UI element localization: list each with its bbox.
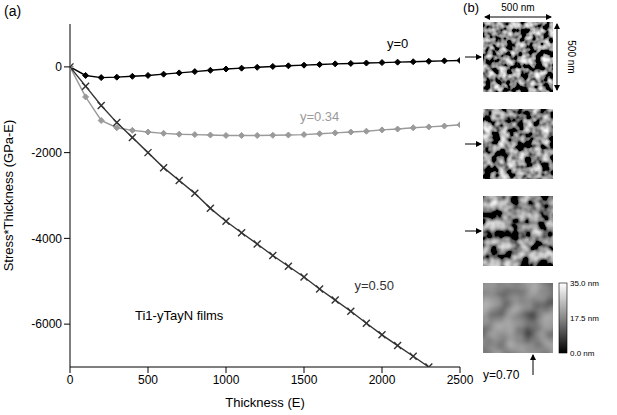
svg-text:y=0.50: y=0.50 <box>354 278 393 293</box>
svg-text:(b): (b) <box>463 0 479 15</box>
svg-text:-4000: -4000 <box>31 232 62 246</box>
svg-text:(a): (a) <box>4 3 21 19</box>
svg-text:Ti1-yTayN films: Ti1-yTayN films <box>135 308 224 323</box>
svg-text:2000: 2000 <box>369 373 396 387</box>
svg-text:500: 500 <box>138 373 158 387</box>
svg-text:0: 0 <box>67 373 74 387</box>
svg-text:17.5 nm: 17.5 nm <box>570 314 599 323</box>
svg-text:y=0.34: y=0.34 <box>300 109 339 124</box>
svg-text:y=0.70: y=0.70 <box>483 368 520 382</box>
svg-text:2500: 2500 <box>447 373 474 387</box>
svg-text:500 nm: 500 nm <box>566 40 577 73</box>
svg-text:y=0: y=0 <box>387 36 408 51</box>
svg-text:-2000: -2000 <box>31 146 62 160</box>
svg-text:500 nm: 500 nm <box>501 2 534 13</box>
svg-text:0.0 nm: 0.0 nm <box>570 349 595 358</box>
svg-text:Stress*Thickness (GPa-E): Stress*Thickness (GPa-E) <box>1 120 16 272</box>
svg-text:-6000: -6000 <box>31 317 62 331</box>
svg-text:1500: 1500 <box>291 373 318 387</box>
svg-text:Thickness (E): Thickness (E) <box>225 395 304 410</box>
svg-text:0: 0 <box>55 60 62 74</box>
svg-text:35.0 nm: 35.0 nm <box>570 279 599 288</box>
svg-text:1000: 1000 <box>213 373 240 387</box>
